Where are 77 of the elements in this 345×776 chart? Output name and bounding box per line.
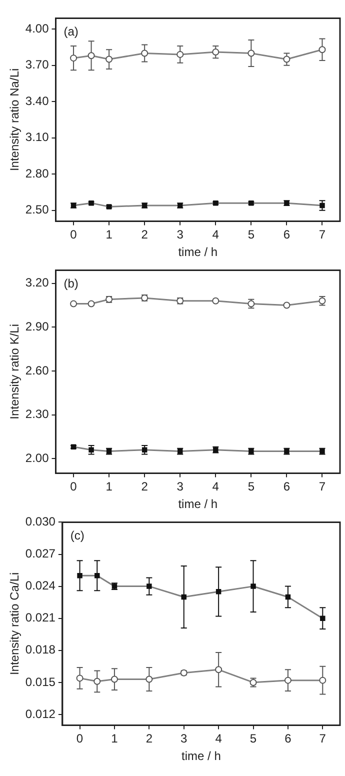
point xyxy=(141,50,148,57)
x-tick-label: 2 xyxy=(141,228,148,242)
point xyxy=(146,676,153,683)
x-tick-label: 4 xyxy=(212,228,220,242)
point xyxy=(216,589,222,594)
annotation: (a) xyxy=(64,24,78,39)
point xyxy=(106,56,113,63)
point xyxy=(248,50,255,57)
x-axis-title: time / h xyxy=(178,245,218,260)
x-tick-label: 7 xyxy=(318,228,326,242)
point xyxy=(146,584,152,589)
x-tick-label: 7 xyxy=(318,480,326,494)
point xyxy=(283,302,290,309)
x-tick-label: 3 xyxy=(176,480,184,494)
y-tick-label: 2.00 xyxy=(25,450,50,465)
x-tick-label: 1 xyxy=(111,732,118,746)
x-tick-label: 2 xyxy=(141,480,148,494)
point xyxy=(215,666,222,674)
x-tick-label: 3 xyxy=(176,228,184,242)
annotation: (b) xyxy=(64,276,78,291)
point xyxy=(76,674,84,682)
y-tick-label: 0.018 xyxy=(25,642,56,657)
y-tick-label: 3.20 xyxy=(25,276,50,290)
point xyxy=(319,676,326,684)
point xyxy=(88,52,95,60)
x-tick-label: 4 xyxy=(212,480,220,494)
y-tick-label: 2.50 xyxy=(25,202,50,217)
x-tick-label: 1 xyxy=(106,228,113,242)
y-tick-label: 2.30 xyxy=(25,407,50,422)
y-tick-label: 3.40 xyxy=(25,94,50,108)
y-axis-title: Intensity ratio K/Li xyxy=(8,324,22,420)
point xyxy=(284,676,292,684)
y-tick-label: 2.60 xyxy=(25,363,50,378)
y-tick-label: 3.10 xyxy=(25,130,50,144)
point xyxy=(212,297,220,304)
x-tick-label: 7 xyxy=(319,732,326,746)
y-tick-label: 0.012 xyxy=(25,706,56,721)
x-tick-label: 6 xyxy=(283,480,290,494)
x-tick-label: 3 xyxy=(180,732,188,746)
point xyxy=(285,594,291,600)
x-axis-title: time / h xyxy=(178,497,218,512)
y-tick-label: 0.015 xyxy=(25,674,56,689)
y-tick-label: 4.00 xyxy=(25,21,50,36)
point xyxy=(77,573,82,578)
point xyxy=(110,676,118,683)
point xyxy=(318,46,326,54)
x-axis-title: time / h xyxy=(182,749,221,764)
x-tick-label: 1 xyxy=(106,480,113,494)
point xyxy=(181,594,186,600)
x-tick-label: 5 xyxy=(250,732,257,746)
y-axis-title: Intensity ratio Na/Li xyxy=(8,68,22,172)
y-tick-label: 2.90 xyxy=(25,319,50,334)
x-tick-label: 4 xyxy=(215,732,222,746)
x-tick-label: 0 xyxy=(70,480,78,494)
y-tick-label: 3.70 xyxy=(25,58,50,72)
point xyxy=(212,48,220,56)
point xyxy=(250,584,256,589)
y-tick-label: 0.021 xyxy=(25,610,56,625)
y-tick-label: 2.80 xyxy=(25,166,50,180)
x-tick-label: 6 xyxy=(284,732,292,746)
y-axis-title: Intensity ratio Ca/Li xyxy=(8,572,22,676)
x-tick-label: 0 xyxy=(70,228,78,242)
point xyxy=(94,678,101,685)
x-tick-label: 2 xyxy=(146,732,153,746)
x-tick-label: 5 xyxy=(248,228,255,242)
x-tick-label: 5 xyxy=(248,480,255,494)
point xyxy=(320,616,326,621)
x-tick-label: 6 xyxy=(283,228,290,242)
point xyxy=(283,56,290,63)
y-tick-label: 0.027 xyxy=(25,546,56,561)
x-tick-label: 0 xyxy=(76,732,84,746)
point xyxy=(94,573,100,578)
y-tick-label: 0.030 xyxy=(25,514,56,529)
point xyxy=(70,54,78,62)
annotation: (c) xyxy=(70,528,84,543)
point xyxy=(176,50,184,58)
y-tick-label: 0.024 xyxy=(25,578,56,593)
